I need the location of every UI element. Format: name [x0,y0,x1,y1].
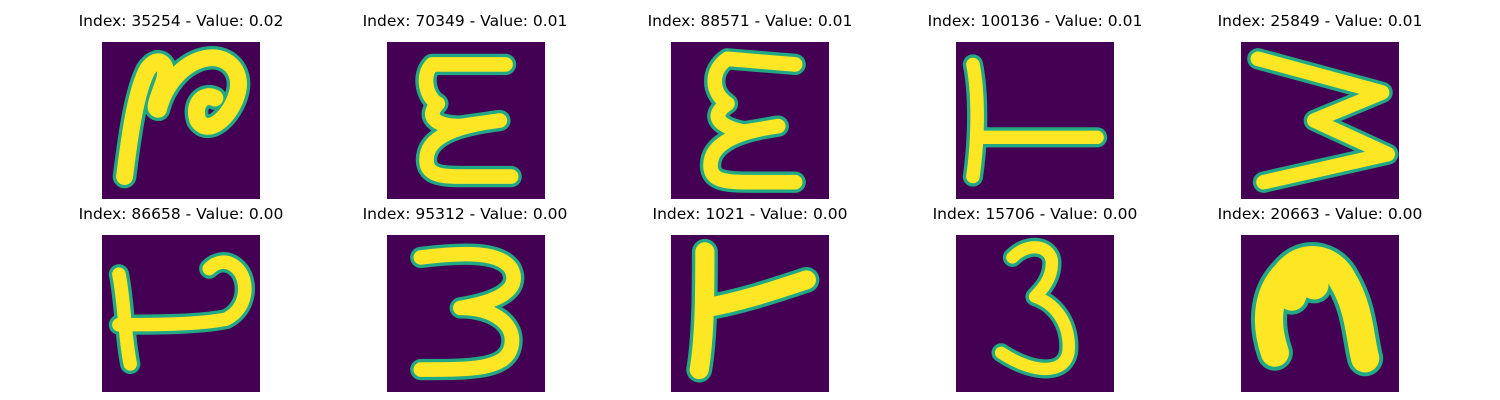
panel-title: Index: 35254 - Value: 0.02 [78,12,284,30]
glyph-n-image [1241,235,1399,392]
glyph-3-image [956,235,1114,392]
glyph-epsilon-image [671,42,829,199]
glyph-3-image [387,235,545,392]
panel-title: Index: 88571 - Value: 0.01 [647,12,853,30]
panel-3: Index: 88571 - Value: 0.01 [610,8,890,199]
glyph-w-rotated-image [1241,42,1399,199]
panel-5: Index: 25849 - Value: 0.01 [1180,8,1460,199]
panel-4: Index: 100136 - Value: 0.01 [895,8,1175,199]
panel-2: Index: 70349 - Value: 0.01 [325,8,605,199]
panel-title: Index: 100136 - Value: 0.01 [927,12,1143,30]
panel-10: Index: 20663 - Value: 0.00 [1180,201,1460,392]
glyph-rotated-t-image [956,42,1114,199]
panel-title: Index: 15706 - Value: 0.00 [932,205,1138,223]
panel-title: Index: 1021 - Value: 0.00 [652,205,848,223]
panel-9: Index: 15706 - Value: 0.00 [895,201,1175,392]
panel-title: Index: 70349 - Value: 0.01 [362,12,568,30]
panel-6: Index: 86658 - Value: 0.00 [41,201,321,392]
panel-7: Index: 95312 - Value: 0.00 [325,201,605,392]
panel-title: Index: 20663 - Value: 0.00 [1217,205,1423,223]
glyph-epsilon-image [387,42,545,199]
glyph-curl-image [102,235,260,392]
panel-title: Index: 25849 - Value: 0.01 [1217,12,1423,30]
panel-8: Index: 1021 - Value: 0.00 [610,201,890,392]
glyph-2-image [102,42,260,199]
glyph-rotated-t-image [671,235,829,392]
panel-1: Index: 35254 - Value: 0.02 [41,8,321,199]
panel-title: Index: 86658 - Value: 0.00 [78,205,284,223]
panel-title: Index: 95312 - Value: 0.00 [362,205,568,223]
